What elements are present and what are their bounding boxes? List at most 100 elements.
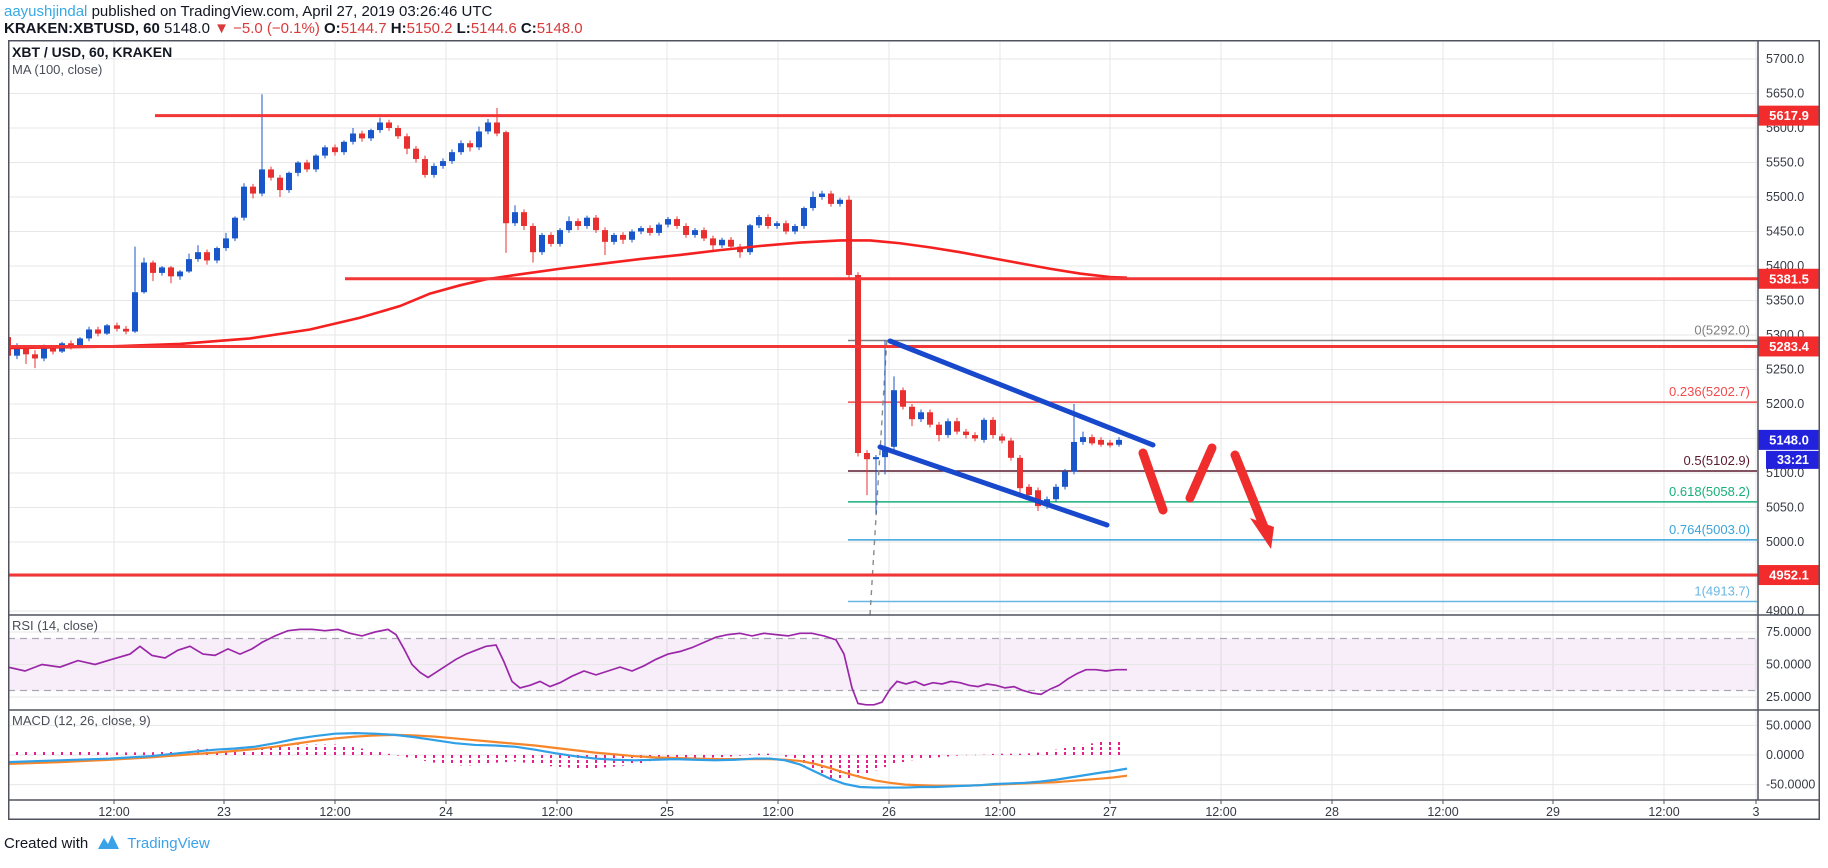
candle [593,217,599,231]
candle [882,448,888,458]
symbol-name[interactable]: KRAKEN:XBTUSD, 60 [4,20,160,37]
candle [855,274,861,453]
candle [728,239,734,247]
svg-text:-50.0000: -50.0000 [1766,778,1815,792]
candle [341,141,347,153]
svg-text:5350.0: 5350.0 [1766,294,1804,308]
candle [774,223,780,226]
candle [295,162,301,173]
candle [909,406,915,420]
footer: Created with TradingView [4,835,210,852]
candle [368,130,374,139]
candle [512,212,518,224]
candle [719,239,725,246]
rsi-line [7,628,1127,706]
tradingview-logo-icon [98,835,120,849]
candle [1107,442,1113,446]
candle [404,136,410,149]
svg-text:75.0000: 75.0000 [1766,625,1811,639]
candle [972,435,978,439]
candle [440,161,446,166]
svg-text:5050.0: 5050.0 [1766,501,1804,515]
candle [701,230,707,239]
candle [737,246,743,253]
candle [765,217,771,226]
candle [41,348,47,359]
publish-text: published on TradingView.com, April 27, … [87,3,493,20]
candle [873,457,879,460]
svg-text:27: 27 [1103,805,1117,819]
low-value: 5144.6 [470,20,517,37]
svg-text:5700.0: 5700.0 [1766,52,1804,66]
candle [449,152,455,162]
candle [864,452,870,460]
candle [377,122,383,131]
chart-canvas[interactable]: 12:00 23 12:00 24 12:00 25 12:00 26 12:00 27 12:00… [0,40,1820,820]
svg-text:4952.1: 4952.1 [1769,568,1809,583]
candle [259,169,265,194]
candle [332,147,338,153]
candle [918,412,924,420]
open-value: 5144.7 [340,20,387,37]
candle [620,234,626,240]
candle [150,262,156,273]
publish-line: aayushjindal published on TradingView.co… [4,3,492,20]
down-arrow-icon: ▼ [214,20,229,37]
svg-text:5500.0: 5500.0 [1766,190,1804,204]
candle [95,329,101,334]
svg-text:12:00: 12:00 [984,805,1015,819]
candle [141,262,147,293]
candle [195,252,201,260]
candle [322,147,328,156]
candle [1098,439,1104,445]
svg-text:12:00: 12:00 [98,805,129,819]
candle [963,431,969,436]
candle [539,234,545,253]
candle [747,225,753,253]
candle [1017,457,1023,489]
candle [241,186,247,218]
candle [521,212,527,226]
candles-layer [5,94,1122,514]
candle [1089,437,1095,444]
candle [683,225,689,235]
candle [431,165,437,175]
svg-text:5200.0: 5200.0 [1766,397,1804,411]
chart-frame[interactable]: 12:00 23 12:00 24 12:00 25 12:00 26 12:00 27 12:00… [0,40,1820,820]
svg-text:12:00: 12:00 [1648,805,1679,819]
svg-text:12:00: 12:00 [762,805,793,819]
candle [214,248,220,261]
svg-text:4900.0: 4900.0 [1766,604,1804,618]
svg-text:12:00: 12:00 [319,805,350,819]
candle [86,329,92,339]
candle [530,225,536,253]
candle [981,419,987,440]
svg-text:5250.0: 5250.0 [1766,363,1804,377]
high-label: H: [390,20,407,37]
svg-text:33:21: 33:21 [1777,453,1809,467]
svg-text:50.0000: 50.0000 [1766,718,1811,732]
macd-line [7,731,1128,789]
candle [1053,486,1059,500]
author-link[interactable]: aayushjindal [4,3,88,20]
close-value: 5148.0 [536,20,583,37]
svg-text:12:00: 12:00 [1205,805,1236,819]
candle [1071,441,1077,472]
symbol-line: KRAKEN:XBTUSD, 60 5148.0 ▼ −5.0 (−0.1%) … [4,20,583,37]
candle [277,177,283,191]
candle [458,143,464,153]
tradingview-link[interactable]: TradingView [127,835,210,852]
candle [837,199,843,204]
svg-text:5148.0: 5148.0 [1769,432,1809,447]
svg-text:12:00: 12:00 [1427,805,1458,819]
candle [819,193,825,197]
candle [268,169,274,178]
candle [756,217,762,226]
candle [286,172,292,191]
trendline [887,338,1156,448]
candle [557,230,563,244]
candle [177,271,183,277]
svg-text:0.0000: 0.0000 [1766,748,1804,762]
last-price-tag [1758,429,1820,450]
